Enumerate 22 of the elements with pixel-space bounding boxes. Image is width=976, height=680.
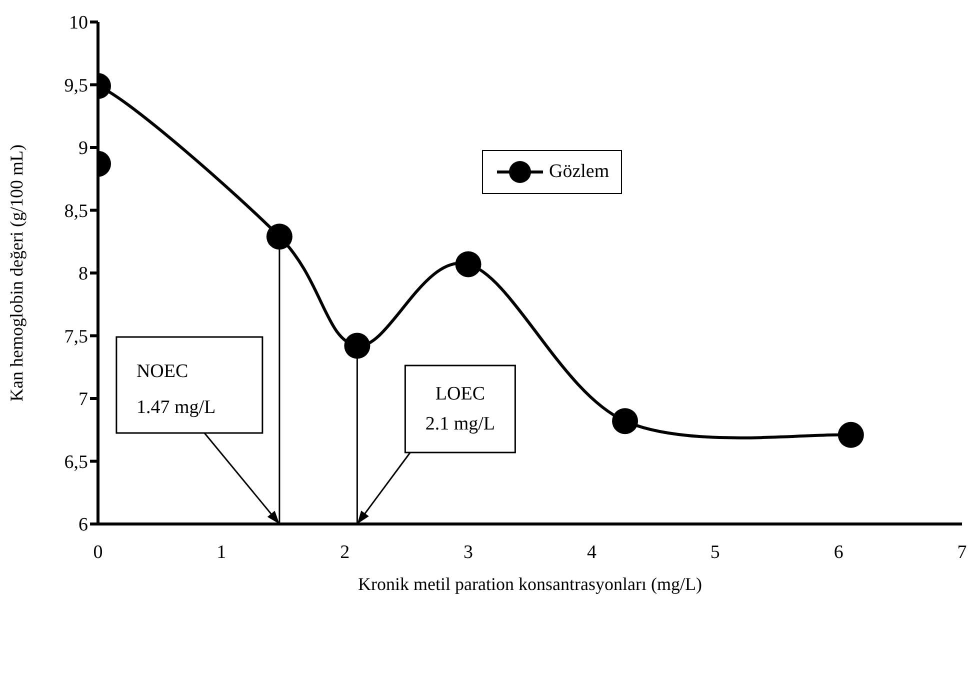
annotation: LOEC 2.1 mg/L — [425, 384, 496, 434]
y-tick-label: 10 — [69, 12, 88, 34]
y-tick-label: 6,5 — [64, 452, 88, 473]
y-tick-label: 7 — [78, 389, 88, 410]
x-tick-label: 1 — [216, 542, 226, 563]
y-axis-title: Kan hemoglobin değeri (g/100 mL) — [6, 144, 26, 402]
y-tick-label: 9,5 — [64, 75, 88, 96]
x-tick-label: 3 — [464, 542, 474, 563]
y-tick-label: 7,5 — [64, 326, 88, 348]
x-axis-title: Kronik metil paration konsantrasyonları (mg/L) — [358, 574, 702, 594]
x-tick-label: 0 — [93, 542, 103, 563]
legend-label: Gözlem — [549, 161, 610, 183]
y-tick-label: 6 — [78, 514, 88, 536]
y-tick-label: 8 — [78, 264, 88, 285]
x-tick-label: 6 — [834, 542, 844, 563]
x-tick-label: 4 — [586, 542, 597, 563]
x-tick-label: 7 — [957, 542, 967, 563]
x-tick-label: 2 — [340, 542, 350, 563]
y-tick-label: 8,5 — [64, 200, 88, 222]
annotation: NOEC 1.47 mg/L — [136, 361, 216, 418]
y-tick-label: 9 — [78, 138, 88, 160]
x-tick-label: 5 — [710, 542, 720, 563]
